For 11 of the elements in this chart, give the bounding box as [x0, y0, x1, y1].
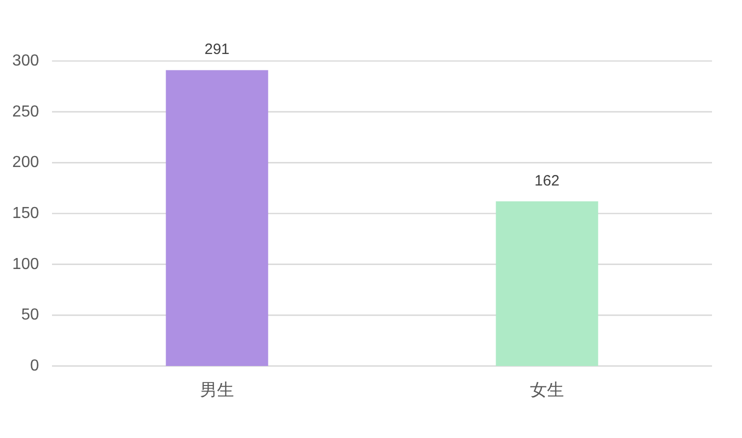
x-tick-label: 男生: [200, 380, 234, 400]
y-tick-label: 300: [12, 52, 40, 70]
y-tick-label: 0: [30, 358, 40, 374]
data-label: 162: [534, 172, 560, 190]
x-tick-label: 女生: [530, 380, 564, 400]
y-tick-label: 200: [12, 154, 40, 172]
y-tick-label: 250: [12, 103, 40, 120]
y-tick-label: 50: [21, 306, 40, 324]
y-tick-label: 150: [12, 205, 40, 222]
y-tick-label: 100: [12, 256, 40, 273]
data-label: 291: [204, 41, 230, 58]
